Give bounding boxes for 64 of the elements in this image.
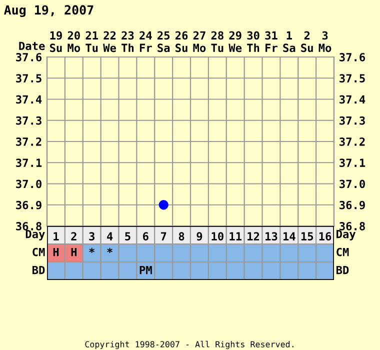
y-tick-label: 36.8 bbox=[16, 222, 42, 230]
x-tick-label: 29 We bbox=[228, 31, 242, 52]
x-tick-label: 10 bbox=[212, 232, 224, 241]
x-tick-label: 12 bbox=[248, 232, 260, 240]
y-tick-label: 37.1 bbox=[16, 158, 42, 168]
y-tick-label: 37.2 bbox=[16, 137, 42, 146]
y2-tick-label: 37.2 bbox=[340, 137, 365, 146]
y2-tick-label: BD bbox=[336, 266, 349, 274]
y2-tick-label: 37.0 bbox=[340, 180, 365, 188]
x-tick-label: 19 Su bbox=[50, 31, 62, 52]
y2-tick-label: 36.9 bbox=[340, 200, 365, 210]
x-tick-label: 26 Su bbox=[175, 31, 188, 52]
x-tick-label: 8 bbox=[178, 232, 184, 241]
y2-tick-label: 36.8 bbox=[340, 222, 365, 230]
x-tick-label: 31 Fr bbox=[265, 31, 278, 52]
text: H bbox=[71, 248, 77, 256]
x-tick-label: 16 bbox=[319, 232, 332, 241]
text: * bbox=[89, 248, 95, 253]
y-tick-label: CM bbox=[32, 248, 45, 256]
x-tick-label: 9 bbox=[196, 232, 202, 241]
x-tick-label: 25 Sa bbox=[158, 31, 170, 52]
y-tick-label: 37.3 bbox=[16, 116, 42, 125]
y2-tick-label: 37.3 bbox=[340, 116, 365, 125]
x-tick-label: 2 Su bbox=[301, 31, 313, 52]
y2-tick-label: 37.1 bbox=[340, 158, 366, 168]
text: PM bbox=[140, 266, 152, 274]
x-tick-label: 30 Th bbox=[247, 31, 260, 52]
text: H bbox=[53, 248, 59, 256]
x-tick-label: 1 Sa bbox=[283, 31, 296, 52]
x-tick-label: 22 We bbox=[103, 31, 116, 52]
y-tick-label: 37.6 bbox=[16, 52, 42, 62]
y-tick-label: BD bbox=[32, 266, 45, 274]
x-tick-label: 6 bbox=[143, 232, 148, 241]
y2-tick-label: 37.4 bbox=[340, 95, 366, 104]
y2-tick-label: CM bbox=[336, 248, 349, 256]
x-axis-title: Day bbox=[26, 230, 45, 240]
text: Copyright 1998-2007 - All Rights Reserved. bbox=[85, 340, 294, 350]
x-tick-label: 27 Mo bbox=[193, 31, 206, 52]
x-axis-title: Date bbox=[19, 42, 45, 50]
x-tick-label: 1 bbox=[54, 232, 59, 240]
x-tick-label: 4 bbox=[106, 232, 113, 240]
x-tick-label: 15 bbox=[301, 232, 314, 241]
x-tick-label: 23 Th bbox=[122, 31, 134, 52]
x-tick-label: 28 Tu bbox=[211, 31, 224, 52]
y2-tick-label: 37.6 bbox=[340, 52, 366, 62]
y-tick-label: 37.5 bbox=[16, 74, 42, 83]
y-tick-label: 36.9 bbox=[16, 200, 42, 210]
y2-tick-label: 37.5 bbox=[340, 74, 365, 83]
text: Day bbox=[336, 230, 356, 240]
x-tick-label: 7 bbox=[160, 232, 166, 240]
y-tick-label: 37.0 bbox=[16, 180, 42, 188]
x-tick-label: 14 bbox=[283, 232, 296, 240]
x-tick-label: 21 Tu bbox=[86, 31, 98, 52]
x-tick-label: 20 Mo bbox=[68, 31, 80, 52]
x-tick-label: 11 bbox=[230, 232, 242, 240]
x-tick-label: 3 Mo bbox=[318, 31, 332, 52]
text: * bbox=[107, 248, 112, 253]
x-tick-label: 2 bbox=[71, 232, 76, 240]
x-tick-label: 24 Fr bbox=[140, 31, 152, 52]
x-tick-label: 13 bbox=[266, 232, 278, 241]
y-tick-label: 37.4 bbox=[16, 95, 42, 104]
x-tick-label: 3 bbox=[89, 232, 94, 241]
chart-title: Aug 19, 2007 bbox=[4, 5, 94, 18]
x-tick-label: 5 bbox=[125, 232, 130, 241]
